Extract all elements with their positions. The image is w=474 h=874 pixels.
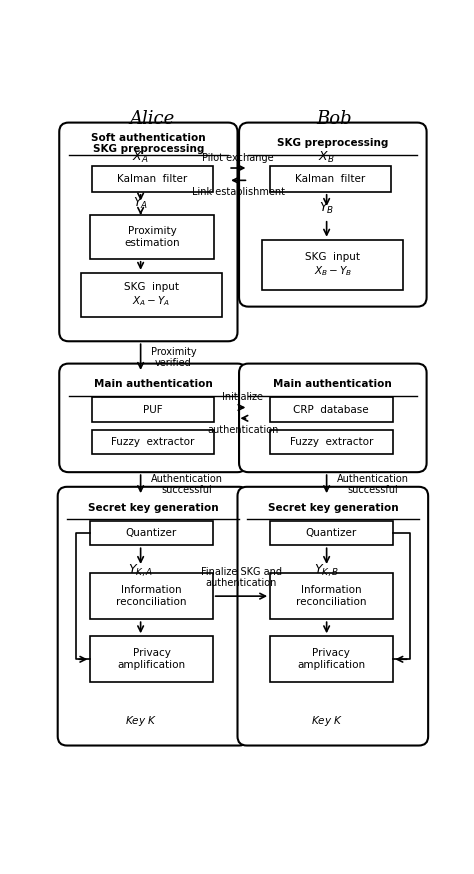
Text: Link establishment: Link establishment: [192, 187, 285, 198]
Text: Information
reconciliation: Information reconciliation: [116, 586, 187, 607]
Text: SKG  input
$X_A - Y_A$: SKG input $X_A - Y_A$: [124, 281, 179, 308]
Text: SKG preprocessing: SKG preprocessing: [277, 138, 389, 149]
Text: Secret key generation: Secret key generation: [88, 503, 219, 512]
Text: Fuzzy  extractor: Fuzzy extractor: [111, 437, 195, 447]
Bar: [262, 239, 403, 289]
Text: Pilot exchange: Pilot exchange: [202, 153, 274, 163]
Bar: [270, 430, 392, 454]
Text: Proximity
verified: Proximity verified: [151, 347, 196, 368]
Bar: [81, 273, 222, 316]
Text: Authentication
successful: Authentication successful: [151, 474, 223, 496]
Bar: [90, 521, 213, 545]
Text: Soft authentication
SKG preprocessing: Soft authentication SKG preprocessing: [91, 133, 206, 154]
Text: $X_B$: $X_B$: [319, 149, 335, 165]
Text: Key $K$: Key $K$: [125, 714, 157, 728]
Bar: [90, 636, 213, 683]
Text: Alice: Alice: [129, 110, 175, 128]
Bar: [92, 398, 214, 422]
Text: Quantizer: Quantizer: [306, 528, 357, 538]
Text: Privacy
amplification: Privacy amplification: [297, 649, 365, 670]
Text: Main authentication: Main authentication: [94, 379, 212, 390]
FancyBboxPatch shape: [239, 364, 427, 472]
Text: Kalman  filter: Kalman filter: [117, 174, 187, 184]
Text: Initialize: Initialize: [222, 392, 264, 402]
Text: $Y_{K,B}$: $Y_{K,B}$: [314, 562, 339, 579]
Text: Main authentication: Main authentication: [273, 379, 392, 390]
Bar: [270, 573, 392, 620]
Text: $Y_{K,A}$: $Y_{K,A}$: [128, 562, 153, 579]
FancyBboxPatch shape: [239, 122, 427, 307]
Text: SKG  input
$X_B - Y_B$: SKG input $X_B - Y_B$: [305, 252, 360, 278]
Bar: [270, 636, 392, 683]
Text: PUF: PUF: [143, 405, 163, 415]
FancyBboxPatch shape: [237, 487, 428, 746]
Text: Bob: Bob: [317, 110, 352, 128]
Text: CRP  database: CRP database: [293, 405, 369, 415]
Text: Secret key generation: Secret key generation: [267, 503, 398, 512]
Text: authentication: authentication: [207, 425, 279, 435]
Text: Fuzzy  extractor: Fuzzy extractor: [290, 437, 373, 447]
FancyBboxPatch shape: [58, 487, 248, 746]
Bar: [92, 430, 214, 454]
Bar: [270, 398, 392, 422]
Text: $Y_A$: $Y_A$: [133, 196, 148, 211]
Text: Authentication
successful: Authentication successful: [337, 474, 409, 496]
Bar: [90, 215, 214, 259]
Text: Information
reconciliation: Information reconciliation: [296, 586, 366, 607]
Text: $Y_B$: $Y_B$: [319, 201, 334, 217]
Text: $X_A$: $X_A$: [132, 149, 149, 165]
Bar: [270, 521, 392, 545]
Bar: [270, 166, 391, 192]
Bar: [92, 166, 213, 192]
Text: Kalman  filter: Kalman filter: [295, 174, 365, 184]
Text: Finalize SKG and
authentication: Finalize SKG and authentication: [201, 567, 282, 588]
Text: Quantizer: Quantizer: [126, 528, 177, 538]
Bar: [90, 573, 213, 620]
FancyBboxPatch shape: [59, 122, 237, 341]
Text: Proximity
estimation: Proximity estimation: [125, 226, 180, 247]
Text: Key $K$: Key $K$: [310, 714, 343, 728]
Text: Privacy
amplification: Privacy amplification: [118, 649, 185, 670]
FancyBboxPatch shape: [59, 364, 247, 472]
